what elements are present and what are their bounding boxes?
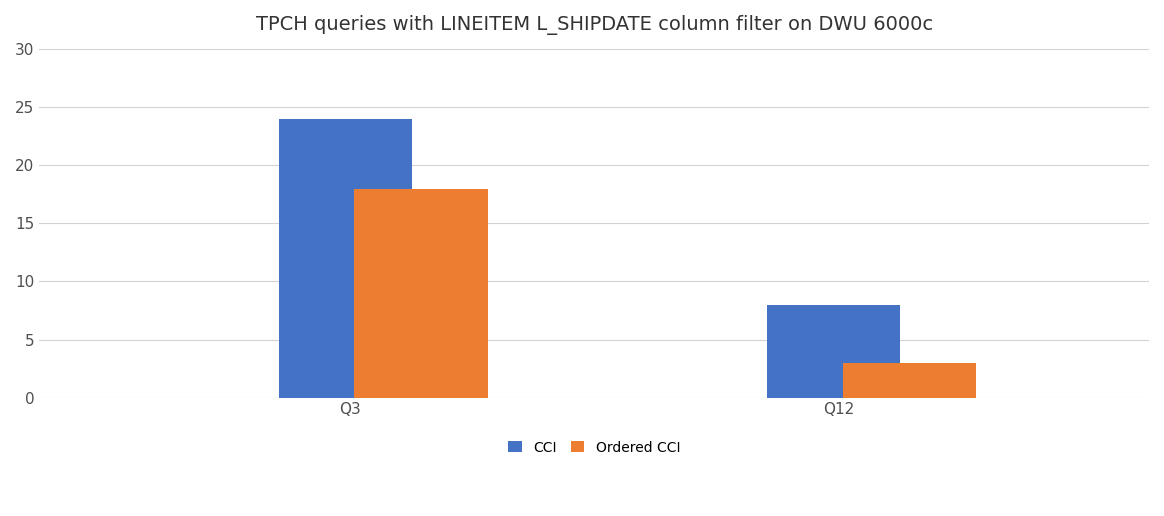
Bar — [843, 363, 975, 397]
Bar — [354, 189, 488, 397]
Title: TPCH queries with LINEITEM L_SHIPDATE column filter on DWU 6000c: TPCH queries with LINEITEM L_SHIPDATE co… — [256, 15, 932, 35]
Bar — [767, 305, 901, 397]
Legend: CCI, Ordered CCI: CCI, Ordered CCI — [503, 435, 686, 460]
Bar — [279, 119, 412, 397]
